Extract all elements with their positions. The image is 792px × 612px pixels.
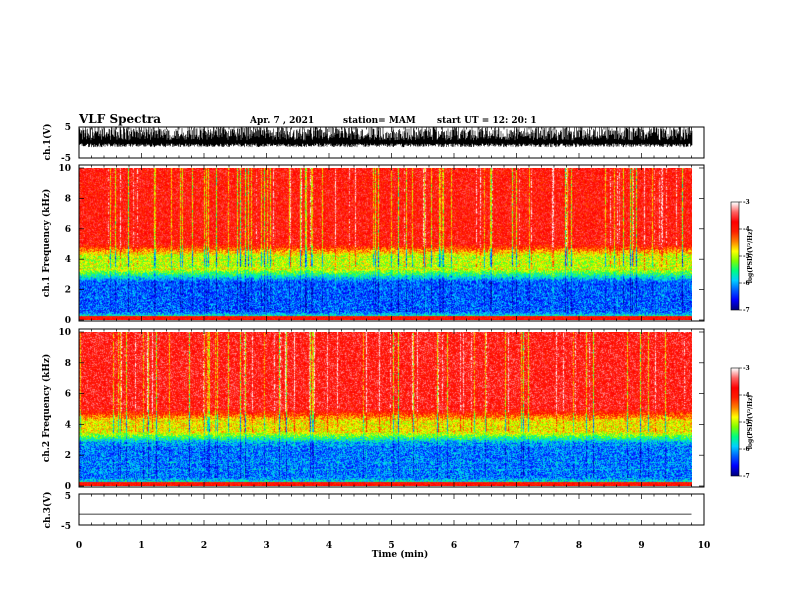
x-axis-tick-labels: 0 1 2 3 4 5 6 7 8 9 10: [76, 541, 710, 551]
spec1-ytick-label: 2: [65, 286, 71, 296]
colorbar-tick-label: -7: [743, 473, 750, 480]
ch1-colorbar-label: log(PSD)(V²/Hz): [747, 229, 754, 284]
ch2-colorbar-image: [731, 368, 739, 476]
x-axis-label: Time (min): [372, 549, 429, 560]
ch3-waveform-ylabel: ch.3(V): [42, 492, 53, 529]
x-tick-label: 3: [263, 541, 269, 551]
start-time-label: start UT = 12: 20: 1: [437, 116, 537, 126]
x-tick-label: 2: [201, 541, 207, 551]
x-tick-label: 6: [451, 541, 457, 551]
ch1-waveform-ylabel: ch.1(V): [42, 124, 53, 161]
colorbar-tick-label: -7: [743, 307, 750, 314]
ch1-waveform-trace: [78, 127, 693, 148]
spec1-ytick-label: 4: [65, 255, 71, 265]
colorbar-tick-label: -4: [743, 226, 750, 233]
spec1-ytick-label: 10: [58, 164, 71, 174]
ch3-ytick-bottom: -5: [61, 522, 71, 532]
colorbar-tick-label: -4: [743, 392, 750, 399]
ch2-spectrogram-ylabel: ch.2 Frequency (kHz): [41, 354, 52, 463]
x-tick-label: 7: [513, 541, 519, 551]
spec1-ytick-label: 6: [65, 225, 71, 235]
spec2-ytick-label: 4: [65, 420, 71, 430]
ch1-waveform-panel: 5 -5 ch.1(V): [42, 123, 705, 164]
spec2-ytick-label: 6: [65, 390, 71, 400]
spec1-ytick-label: 0: [65, 316, 71, 326]
ch2-spectrogram-image: [79, 332, 692, 486]
ch1-spectrogram-image: [79, 168, 692, 320]
ch1-spectrogram-panel: 0 2 4 6 8 10 ch.1 Frequency (kHz) -3 -4 -5 -6 -7 …: [41, 164, 754, 326]
date-label: Apr. 7 , 2021: [249, 116, 314, 126]
colorbar-tick-label: -3: [743, 365, 750, 372]
spec2-ytick-label: 8: [65, 359, 71, 369]
spec1-ytick-label: 8: [65, 194, 71, 204]
spec2-ytick-label: 10: [58, 328, 71, 338]
ch3-waveform-panel: 5 -5 ch.3(V): [42, 492, 705, 532]
colorbar-tick-label: -5: [743, 253, 750, 260]
colorbar-tick-label: -6: [743, 446, 750, 453]
ch2-colorbar: -3 -4 -5 -6 -7 log(PSD)(V²/Hz): [730, 365, 754, 480]
figure-title: VLF Spectra: [78, 112, 161, 126]
colorbar-tick-label: -6: [743, 280, 750, 287]
station-label: station= MAM: [343, 116, 416, 126]
x-tick-label: 8: [576, 541, 582, 551]
x-tick-label: 5: [388, 541, 394, 551]
x-tick-label: 0: [76, 541, 82, 551]
spec2-ytick-label: 0: [65, 482, 71, 492]
ch1-ytick-top: 5: [65, 123, 71, 133]
ch1-colorbar-image: [731, 202, 739, 310]
ch3-ytick-top: 5: [65, 492, 71, 502]
x-tick-label: 1: [138, 541, 144, 551]
ch1-ytick-bottom: -5: [61, 154, 71, 164]
ch1-spectrogram-ylabel: ch.1 Frequency (kHz): [41, 189, 52, 298]
colorbar-tick-label: -5: [743, 419, 750, 426]
ch1-colorbar: -3 -4 -5 -6 -7 log(PSD)(V²/Hz): [730, 199, 754, 314]
spec2-ytick-label: 2: [65, 451, 71, 461]
x-tick-label: 9: [638, 541, 644, 551]
colorbar-tick-label: -3: [743, 199, 750, 206]
x-tick-label: 10: [698, 541, 711, 551]
ch2-spectrogram-panel: 0 2 4 6 8 10 ch.2 Frequency (kHz) -3 -4 -5 -6 -7 …: [41, 328, 754, 492]
ch2-colorbar-label: log(PSD)(V²/Hz): [747, 395, 754, 450]
x-tick-label: 4: [326, 541, 332, 551]
